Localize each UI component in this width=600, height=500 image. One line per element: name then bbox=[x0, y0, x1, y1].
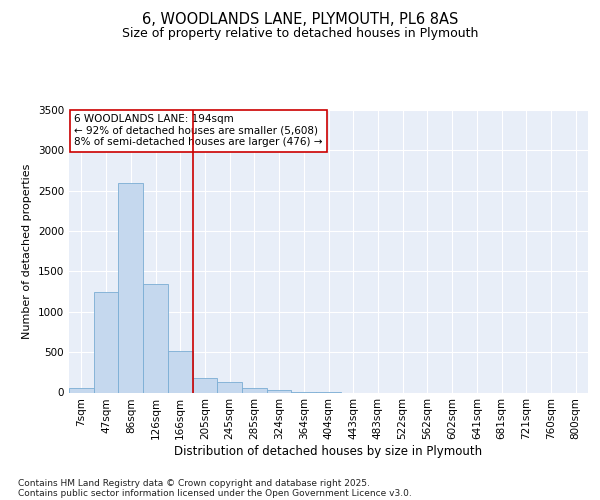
Text: 6 WOODLANDS LANE: 194sqm
← 92% of detached houses are smaller (5,608)
8% of semi: 6 WOODLANDS LANE: 194sqm ← 92% of detach… bbox=[74, 114, 323, 148]
Text: Size of property relative to detached houses in Plymouth: Size of property relative to detached ho… bbox=[122, 28, 478, 40]
Bar bbox=[242, 388, 267, 392]
Bar bbox=[217, 382, 242, 392]
Bar bbox=[168, 352, 193, 393]
Text: Contains HM Land Registry data © Crown copyright and database right 2025.: Contains HM Land Registry data © Crown c… bbox=[18, 478, 370, 488]
Y-axis label: Number of detached properties: Number of detached properties bbox=[22, 164, 32, 339]
X-axis label: Distribution of detached houses by size in Plymouth: Distribution of detached houses by size … bbox=[175, 445, 482, 458]
Bar bbox=[193, 378, 217, 392]
Text: 6, WOODLANDS LANE, PLYMOUTH, PL6 8AS: 6, WOODLANDS LANE, PLYMOUTH, PL6 8AS bbox=[142, 12, 458, 28]
Text: Contains public sector information licensed under the Open Government Licence v3: Contains public sector information licen… bbox=[18, 488, 412, 498]
Bar bbox=[267, 390, 292, 392]
Bar bbox=[143, 284, 168, 393]
Bar bbox=[94, 292, 118, 392]
Bar bbox=[69, 388, 94, 392]
Bar bbox=[118, 182, 143, 392]
